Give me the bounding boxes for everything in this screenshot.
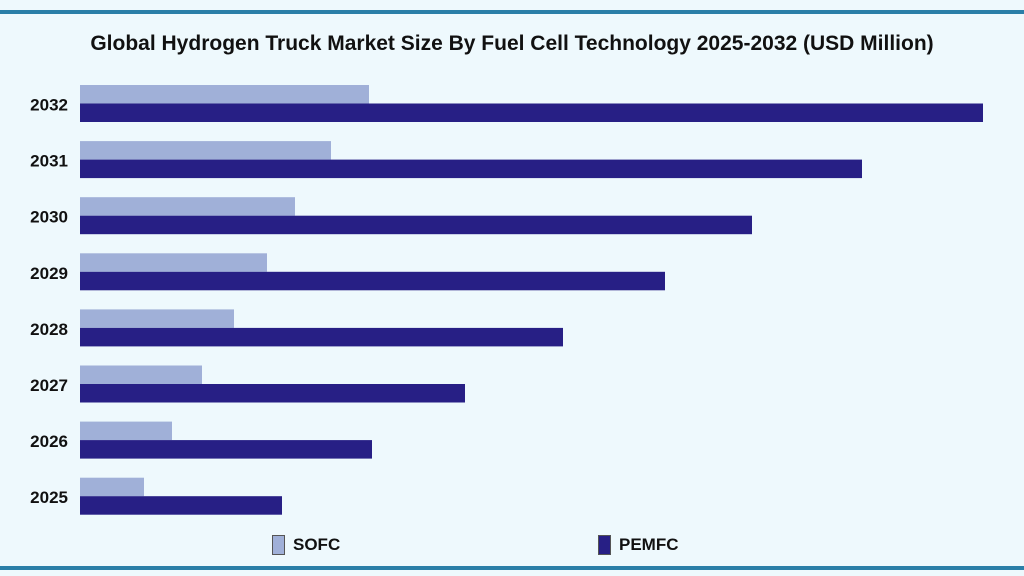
bar-pemfc-2032 (80, 103, 983, 122)
bar-pemfc-2027 (80, 384, 465, 403)
bar-pemfc-2029 (80, 271, 665, 291)
legend-item-sofc: SOFC (272, 535, 340, 555)
bar-sofc-2032 (80, 85, 369, 104)
bar-pemfc-2026 (80, 440, 372, 459)
category-label-2029: 2029 (30, 264, 68, 283)
bar-pemfc-2025 (80, 496, 282, 515)
legend-item-pemfc: PEMFC (598, 535, 679, 555)
bar-sofc-2031 (80, 141, 331, 160)
legend-swatch-pemfc (598, 535, 611, 555)
category-label-2031: 2031 (30, 152, 68, 171)
bar-pemfc-2030 (80, 215, 752, 235)
bar-pemfc-2028 (80, 327, 563, 347)
category-label-2028: 2028 (30, 320, 68, 339)
category-label-2026: 2026 (30, 432, 68, 451)
bar-pemfc-2031 (80, 159, 862, 179)
category-label-2030: 2030 (30, 208, 68, 227)
bar-sofc-2029 (80, 253, 267, 272)
category-label-2032: 2032 (30, 96, 68, 115)
category-label-2027: 2027 (30, 376, 68, 395)
chart-title: Global Hydrogen Truck Market Size By Fue… (90, 32, 934, 55)
bar-sofc-2026 (80, 421, 172, 441)
bottom-rule (0, 566, 1024, 570)
bar-sofc-2030 (80, 197, 295, 216)
legend-label-pemfc: PEMFC (619, 535, 679, 554)
top-rule (0, 10, 1024, 14)
bar-sofc-2028 (80, 309, 234, 328)
category-label-2025: 2025 (30, 488, 68, 507)
bar-sofc-2025 (80, 477, 144, 497)
legend-swatch-sofc (272, 535, 285, 555)
legend-label-sofc: SOFC (293, 535, 341, 554)
bar-sofc-2027 (80, 365, 202, 384)
